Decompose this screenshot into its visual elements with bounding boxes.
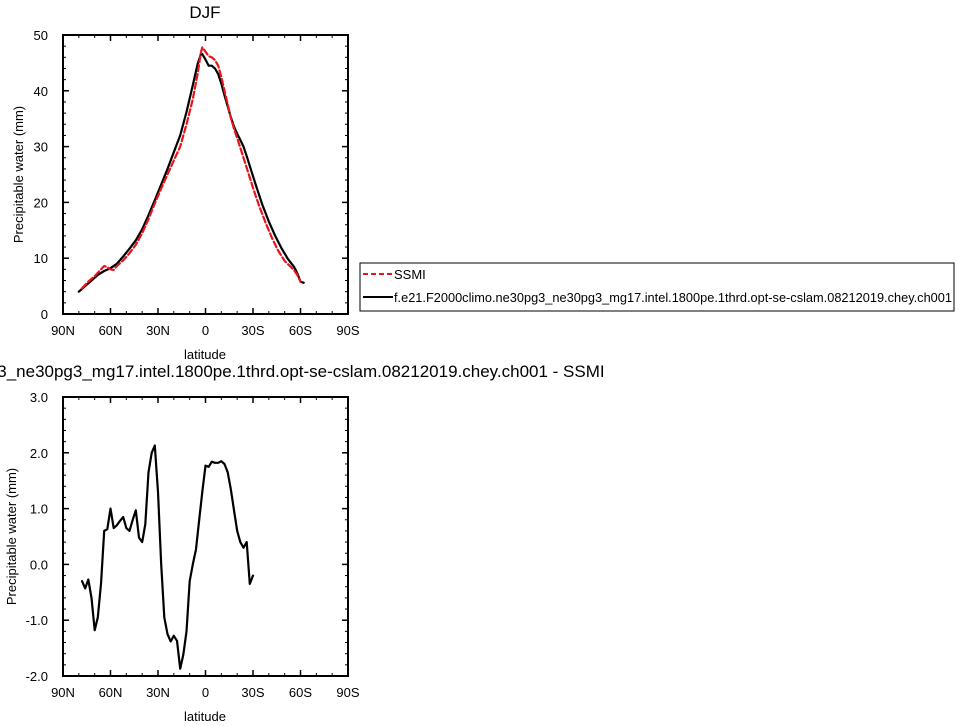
- top-panel-x-tick-label: 90S: [336, 323, 359, 338]
- bottom-panel-y-tick-label: 0.0: [30, 557, 48, 572]
- top-panel-y-axis-label: Precipitable water (mm): [11, 106, 26, 243]
- top-panel-y-tick-label: 30: [34, 140, 48, 155]
- top-panel-y-tick-label: 10: [34, 251, 48, 266]
- bottom-panel-series-line-model: [80, 444, 255, 670]
- top-panel-x-tick-label: 30S: [241, 323, 264, 338]
- top-panel-curves: [77, 46, 305, 293]
- bottom-panel-y-tick-label: -1.0: [26, 613, 48, 628]
- top-panel-series-line-ssmi: [80, 46, 302, 290]
- bottom-panel-x-tick-label: 90S: [336, 685, 359, 700]
- legend: SSMI f.e21.F2000climo.ne30pg3_ne30pg3_mg…: [359, 262, 955, 312]
- bottom-panel-x-tick-label: 0: [202, 685, 209, 700]
- top-panel-x-tick-label: 60S: [289, 323, 312, 338]
- bottom-panel-y-axis-label: Precipitable water (mm): [4, 468, 19, 605]
- legend-label-ssmi: SSMI: [394, 267, 426, 282]
- top-panel-y-tick-label: 40: [34, 84, 48, 99]
- top-panel-y-tick-label: 50: [34, 28, 48, 43]
- top-panel-y-ticks: 0 10 20 30 40 50: [34, 28, 348, 322]
- bottom-panel-x-ticks: 90N 60N 30N 0 30S 60S 90S: [51, 397, 360, 700]
- top-panel-x-tick-label: 90N: [51, 323, 75, 338]
- bottom-panel-x-tick-label: 30N: [146, 685, 170, 700]
- top-panel-y-tick-label: 20: [34, 195, 48, 210]
- bottom-panel-curves: [80, 444, 255, 670]
- bottom-panel-x-tick-label: 60N: [99, 685, 123, 700]
- top-panel-x-tick-label: 30N: [146, 323, 170, 338]
- top-panel-x-axis-label: latitude: [184, 347, 226, 362]
- bottom-panel-x-tick-label: 30S: [241, 685, 264, 700]
- bottom-panel-y-ticks: -2.0 -1.0 0.0 1.0 2.0 3.0: [26, 390, 348, 684]
- bottom-panel-title: f.e21.F2000climo.ne30pg3_ne30pg3_mg17.in…: [0, 362, 605, 381]
- top-panel-x-tick-label: 60N: [99, 323, 123, 338]
- bottom-panel-x-tick-label: 90N: [51, 685, 75, 700]
- bottom-panel-x-tick-label: 60S: [289, 685, 312, 700]
- legend-box: [359, 262, 955, 312]
- bottom-panel-frame: [62, 396, 349, 677]
- top-panel-x-ticks: 90N 60N 30N 0 30S 60S 90S: [51, 35, 360, 338]
- bottom-panel-y-tick-label: 3.0: [30, 390, 48, 405]
- top-panel-x-tick-label: 0: [202, 323, 209, 338]
- bottom-panel-y-tick-label: 1.0: [30, 502, 48, 517]
- top-panel-series-line-model: [77, 52, 305, 293]
- bottom-panel-y-tick-label: -2.0: [26, 669, 48, 684]
- top-panel: DJF 90N 60N 30N 0 30S 60S 90S 0 10 20 30 40 50 lati…: [11, 3, 360, 362]
- top-panel-title: DJF: [189, 3, 220, 22]
- legend-label-model: f.e21.F2000climo.ne30pg3_ne30pg3_mg17.in…: [394, 290, 952, 305]
- bottom-panel: f.e21.F2000climo.ne30pg3_ne30pg3_mg17.in…: [0, 362, 605, 724]
- bottom-panel-y-tick-label: 2.0: [30, 446, 48, 461]
- top-panel-y-tick-label: 0: [41, 307, 48, 322]
- top-panel-frame: [62, 34, 349, 315]
- bottom-panel-x-axis-label: latitude: [184, 709, 226, 724]
